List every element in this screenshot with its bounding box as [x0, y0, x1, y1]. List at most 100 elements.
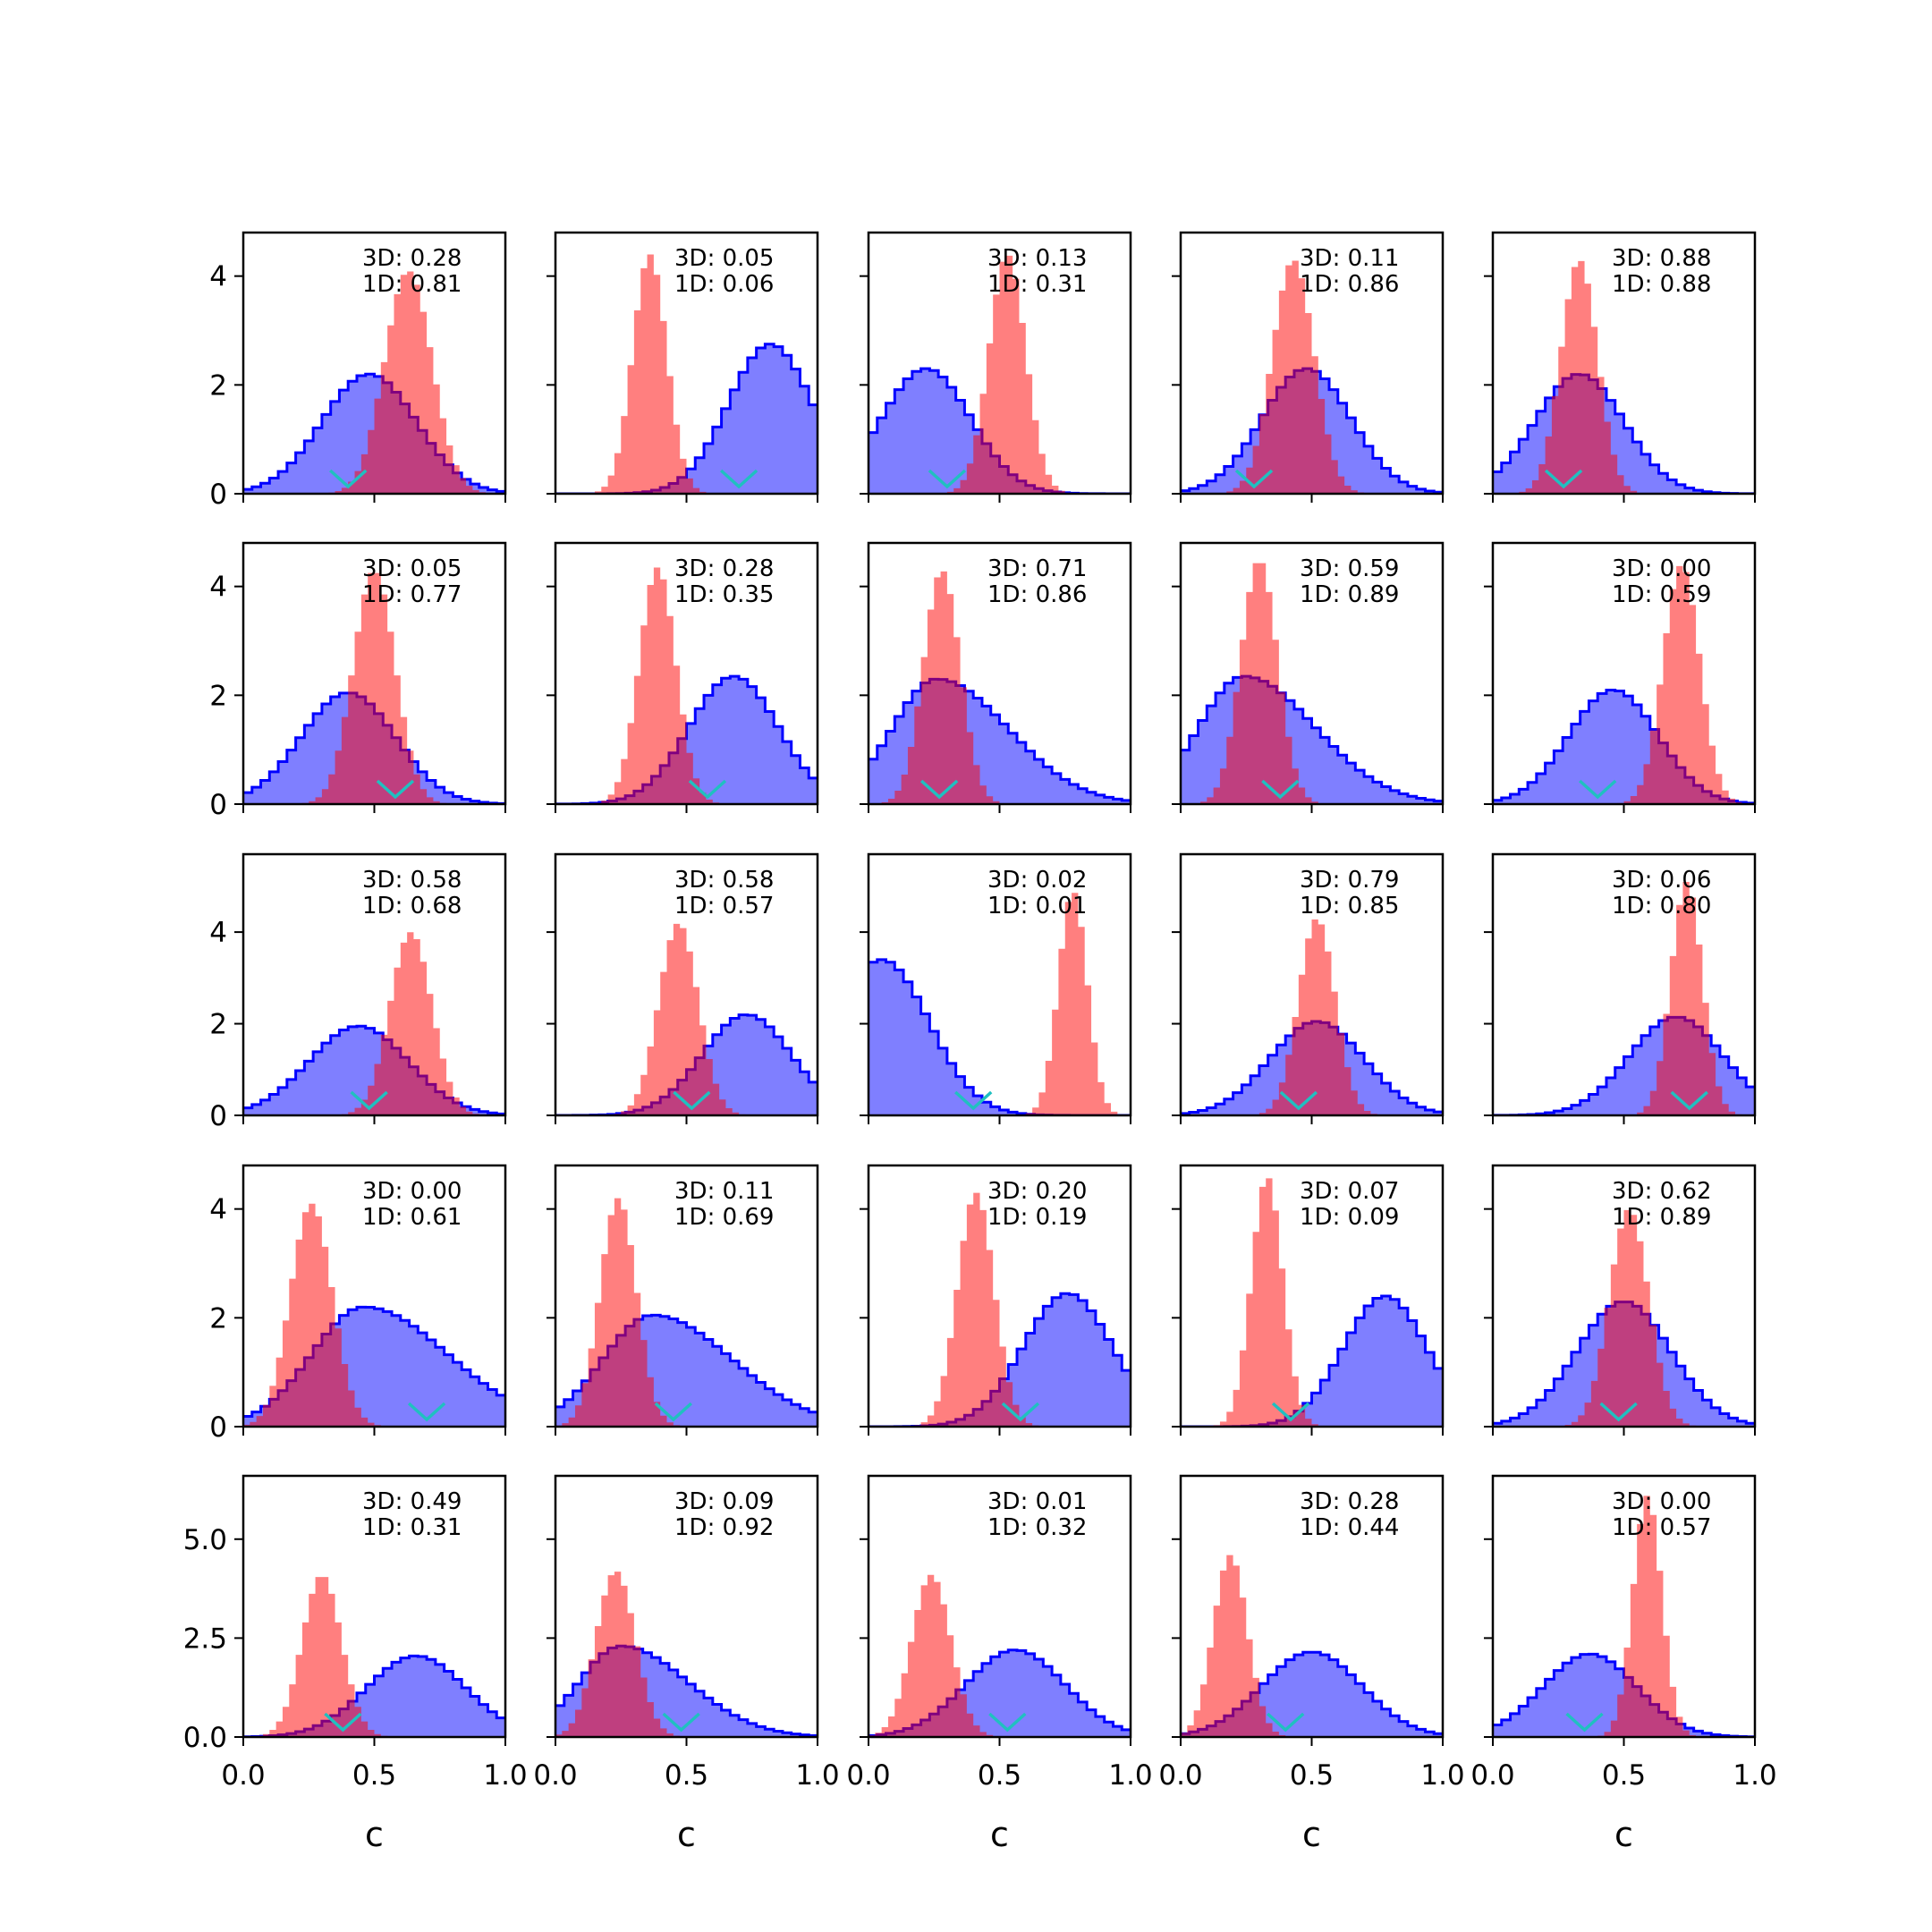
posterior-histogram	[243, 932, 505, 1115]
prior-histogram-outline	[243, 372, 505, 493]
score-1d: 1D: 0.19	[987, 1204, 1087, 1231]
score-3d: 3D: 0.59	[1300, 555, 1399, 582]
plot-area	[555, 923, 818, 1115]
score-3d: 3D: 0.28	[674, 555, 774, 582]
prior-histogram-outline	[243, 1024, 505, 1115]
prior-histogram-fill	[555, 343, 818, 494]
x-axis-label: c	[1302, 1815, 1321, 1854]
score-3d: 3D: 0.62	[1612, 1178, 1711, 1205]
truth-marker	[407, 1402, 446, 1422]
y-tick-label: 4	[209, 1194, 227, 1226]
truth-marker	[1271, 1402, 1310, 1422]
posterior-histogram	[1181, 563, 1443, 804]
truth-marker	[954, 1090, 993, 1111]
prior-histogram-fill	[555, 1014, 818, 1115]
score-1d: 1D: 0.88	[1612, 271, 1711, 298]
score-1d: 1D: 0.86	[987, 581, 1087, 608]
prior-histogram-fill	[243, 1656, 505, 1737]
x-tick-label: 0.5	[352, 1759, 396, 1792]
truth-marker	[1234, 469, 1274, 489]
x-tick-label: 0.5	[1290, 1759, 1334, 1792]
score-3d: 3D: 0.02	[987, 867, 1087, 894]
prior-histogram-outline	[1181, 674, 1443, 803]
x-tick-label: 1.0	[795, 1759, 839, 1792]
x-tick-label: 0.0	[1470, 1759, 1514, 1792]
y-tick-label: 5.0	[183, 1524, 227, 1556]
score-3d: 3D: 0.58	[674, 867, 774, 894]
truth-marker	[1599, 1402, 1638, 1422]
x-tick-label: 1.0	[1733, 1759, 1776, 1792]
plot-area	[243, 932, 505, 1115]
truth-marker	[662, 1712, 700, 1733]
truth-marker	[1261, 779, 1300, 800]
plot-area	[555, 1198, 818, 1427]
score-1d: 1D: 0.06	[674, 271, 774, 298]
score-1d: 1D: 0.44	[1300, 1514, 1399, 1541]
y-tick-label: 0	[209, 789, 227, 821]
y-tick-label: 0	[209, 479, 227, 511]
y-tick-label: 2	[209, 369, 227, 402]
prior-histogram-fill	[869, 1293, 1131, 1427]
prior-histogram-outline	[1493, 373, 1755, 494]
score-3d: 3D: 0.07	[1300, 1178, 1399, 1205]
plot-area	[1181, 563, 1443, 804]
posterior-histogram	[555, 1198, 818, 1427]
score-3d: 3D: 0.88	[1612, 245, 1711, 272]
plot-area	[243, 271, 505, 494]
x-axis-label: c	[677, 1815, 696, 1854]
x-tick-label: 0.0	[533, 1759, 577, 1792]
score-1d: 1D: 0.89	[1300, 581, 1399, 608]
score-3d: 3D: 0.05	[674, 245, 774, 272]
score-1d: 1D: 0.57	[1612, 1514, 1711, 1541]
score-3d: 3D: 0.79	[1300, 867, 1399, 894]
prior-histogram-fill	[869, 369, 1131, 494]
truth-marker	[1267, 1712, 1305, 1733]
truth-marker	[673, 1090, 711, 1111]
y-tick-label: 0	[209, 1411, 227, 1444]
x-axis-label: c	[1614, 1815, 1633, 1854]
x-tick-label: 1.0	[1420, 1759, 1464, 1792]
x-axis-label: c	[365, 1815, 384, 1854]
plot-area	[243, 1203, 505, 1427]
y-tick-label: 2	[209, 1302, 227, 1335]
truth-marker	[1579, 779, 1617, 800]
posterior-histogram	[555, 254, 818, 494]
score-3d: 3D: 0.09	[674, 1488, 774, 1515]
x-tick-label: 1.0	[1108, 1759, 1152, 1792]
plot-area	[1181, 1555, 1443, 1737]
posterior-histogram	[869, 1574, 1131, 1737]
posterior-histogram	[555, 1572, 818, 1737]
truth-marker	[329, 469, 368, 489]
score-1d: 1D: 0.61	[362, 1204, 462, 1231]
truth-marker	[719, 469, 758, 489]
posterior-histogram	[555, 923, 818, 1115]
score-3d: 3D: 0.71	[987, 555, 1087, 582]
score-1d: 1D: 0.86	[1300, 271, 1399, 298]
posterior-histogram	[869, 893, 1131, 1115]
posterior-histogram	[869, 255, 1131, 494]
plot-area	[869, 1574, 1131, 1737]
score-1d: 1D: 0.31	[987, 271, 1087, 298]
y-tick-label: 4	[209, 261, 227, 293]
posterior-histogram	[243, 1577, 505, 1737]
score-1d: 1D: 0.80	[1612, 893, 1711, 919]
posterior-histogram	[1181, 260, 1443, 494]
score-3d: 3D: 0.49	[362, 1488, 462, 1515]
score-3d: 3D: 0.00	[1612, 1488, 1711, 1515]
score-3d: 3D: 0.28	[1300, 1488, 1399, 1515]
score-3d: 3D: 0.58	[362, 867, 462, 894]
truth-marker	[1670, 1090, 1708, 1111]
truth-marker	[350, 1090, 388, 1111]
